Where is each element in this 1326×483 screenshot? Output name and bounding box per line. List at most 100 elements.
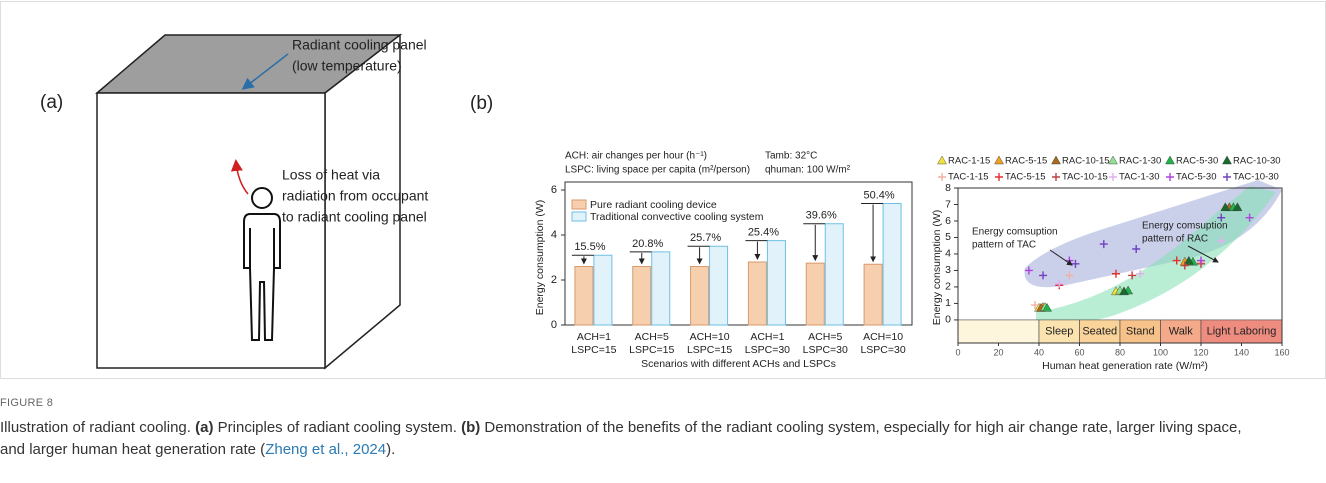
x-tick-label: LSPC=30 bbox=[860, 344, 905, 356]
annotation: Energy comsuption bbox=[1142, 221, 1228, 232]
plus-point bbox=[1111, 269, 1120, 278]
caption-label: (a) bbox=[195, 419, 214, 436]
panel-note: Radiant cooling panel bbox=[292, 37, 427, 53]
y-tick-label: 7 bbox=[945, 198, 951, 210]
x-tick-label: LSPC=15 bbox=[629, 344, 674, 356]
triangle-point bbox=[937, 155, 947, 165]
caption-text: ). bbox=[386, 441, 396, 458]
plus-point bbox=[1052, 173, 1060, 181]
bar bbox=[593, 254, 613, 326]
x-tick-label: 0 bbox=[955, 347, 960, 357]
x-axis-label: Scenarios with different ACHs and LSPCs bbox=[641, 358, 836, 370]
x-tick-label: ACH=10 bbox=[690, 331, 730, 343]
legend-swatch bbox=[571, 199, 587, 210]
panel-note: (low temperature) bbox=[292, 58, 402, 74]
plus-point bbox=[1055, 279, 1064, 288]
y-tick-label: 3 bbox=[945, 264, 951, 276]
annotation: Energy comsuption bbox=[972, 227, 1058, 238]
condition: qhuman: 100 W/m² bbox=[765, 165, 851, 176]
x-tick-label: 120 bbox=[1193, 347, 1208, 357]
heat-arrow bbox=[230, 159, 249, 195]
condition: Tamb: 32°C bbox=[765, 151, 817, 162]
y-tick-label: 4 bbox=[551, 229, 557, 241]
plus-point bbox=[1197, 256, 1205, 265]
activity-band bbox=[957, 319, 1040, 344]
note: LSPC: living space per capita (m²/person… bbox=[565, 165, 750, 176]
x-tick-label: LSPC=15 bbox=[571, 344, 616, 356]
triangle-point bbox=[994, 155, 1004, 165]
legend-label: RAC-5-30 bbox=[1176, 156, 1218, 167]
band-label: Light Laboring bbox=[1207, 325, 1277, 337]
heat-note: radiation from occupant bbox=[282, 188, 428, 204]
panel-label: (a) bbox=[40, 92, 63, 113]
bar bbox=[690, 266, 710, 326]
legend-label: TAC-5-30 bbox=[1176, 172, 1216, 183]
triangle-point bbox=[1108, 155, 1118, 165]
band-label: Sleep bbox=[1045, 325, 1073, 337]
tac-region bbox=[1024, 180, 1282, 288]
legend-label: TAC-1-30 bbox=[1119, 172, 1159, 183]
legend-label: RAC-1-30 bbox=[1119, 156, 1161, 167]
caption-label: (b) bbox=[461, 419, 481, 436]
legend-label: TAC-5-15 bbox=[1005, 172, 1045, 183]
y-tick-label: 6 bbox=[945, 215, 951, 227]
x-tick-label: 40 bbox=[1034, 347, 1044, 357]
y-tick-label: 1 bbox=[945, 297, 951, 309]
figure-label: FIGURE 8 bbox=[0, 397, 54, 409]
plus-point bbox=[1099, 240, 1108, 249]
bar bbox=[824, 223, 844, 326]
y-tick-label: 5 bbox=[945, 231, 951, 243]
legend-swatch bbox=[571, 211, 587, 222]
x-tick-label: LSPC=15 bbox=[687, 344, 732, 356]
triangle-point bbox=[1222, 155, 1232, 165]
legend-label: TAC-1-15 bbox=[948, 172, 988, 183]
plus-point bbox=[1217, 236, 1226, 245]
figure: (a) Radiant cooling panel (low temperatu… bbox=[0, 1, 1326, 379]
x-tick-label: 160 bbox=[1274, 347, 1289, 357]
annotation: pattern of TAC bbox=[972, 240, 1036, 251]
y-axis-label: Energy consumption (W) bbox=[931, 210, 943, 326]
annotation-arrow bbox=[1187, 245, 1219, 263]
bar bbox=[805, 262, 825, 326]
x-tick-label: 60 bbox=[1074, 347, 1084, 357]
x-tick-label: ACH=5 bbox=[808, 331, 842, 343]
triangle-point bbox=[1184, 255, 1194, 265]
difference-label: 25.4% bbox=[748, 227, 779, 239]
y-tick-label: 2 bbox=[945, 281, 951, 293]
triangle-point bbox=[1220, 202, 1231, 211]
annotation: pattern of RAC bbox=[1142, 234, 1208, 245]
band-label: Seated bbox=[1082, 325, 1117, 337]
bar bbox=[766, 240, 786, 326]
bar bbox=[863, 263, 883, 326]
plus-point bbox=[1024, 266, 1033, 275]
plus-point bbox=[1166, 173, 1174, 181]
y-tick-label: 4 bbox=[945, 248, 951, 260]
plus-point bbox=[1128, 271, 1137, 280]
plus-point bbox=[1172, 256, 1181, 265]
panel-label: (b) bbox=[470, 93, 493, 114]
x-tick-label: 80 bbox=[1115, 347, 1125, 357]
bar bbox=[632, 266, 652, 326]
plus-point bbox=[1245, 213, 1254, 222]
citation[interactable]: Zheng et al., 2024 bbox=[265, 441, 387, 458]
y-tick-label: 2 bbox=[551, 274, 557, 286]
x-tick-label: LSPC=30 bbox=[745, 344, 790, 356]
bar bbox=[747, 261, 767, 326]
legend-label: Pure radiant cooling device bbox=[590, 199, 717, 211]
heat-note: Loss of heat via bbox=[282, 167, 380, 183]
heat-note: to radiant cooling panel bbox=[282, 209, 427, 225]
caption-text: Principles of radiant cooling system. bbox=[217, 419, 457, 436]
bar bbox=[709, 245, 729, 326]
legend-label: RAC-10-15 bbox=[1062, 156, 1110, 167]
plot-frame bbox=[564, 181, 913, 326]
panel-arrow bbox=[241, 53, 289, 90]
band-label: Stand bbox=[1126, 325, 1155, 337]
legend-label: Traditional convective cooling system bbox=[590, 211, 764, 223]
legend-label: RAC-1-15 bbox=[948, 156, 990, 167]
y-tick-label: 0 bbox=[945, 314, 951, 326]
y-tick-label: 6 bbox=[551, 184, 557, 196]
difference-label: 39.6% bbox=[806, 210, 837, 222]
x-tick-label: ACH=5 bbox=[635, 331, 669, 343]
plus-point bbox=[1109, 173, 1117, 181]
